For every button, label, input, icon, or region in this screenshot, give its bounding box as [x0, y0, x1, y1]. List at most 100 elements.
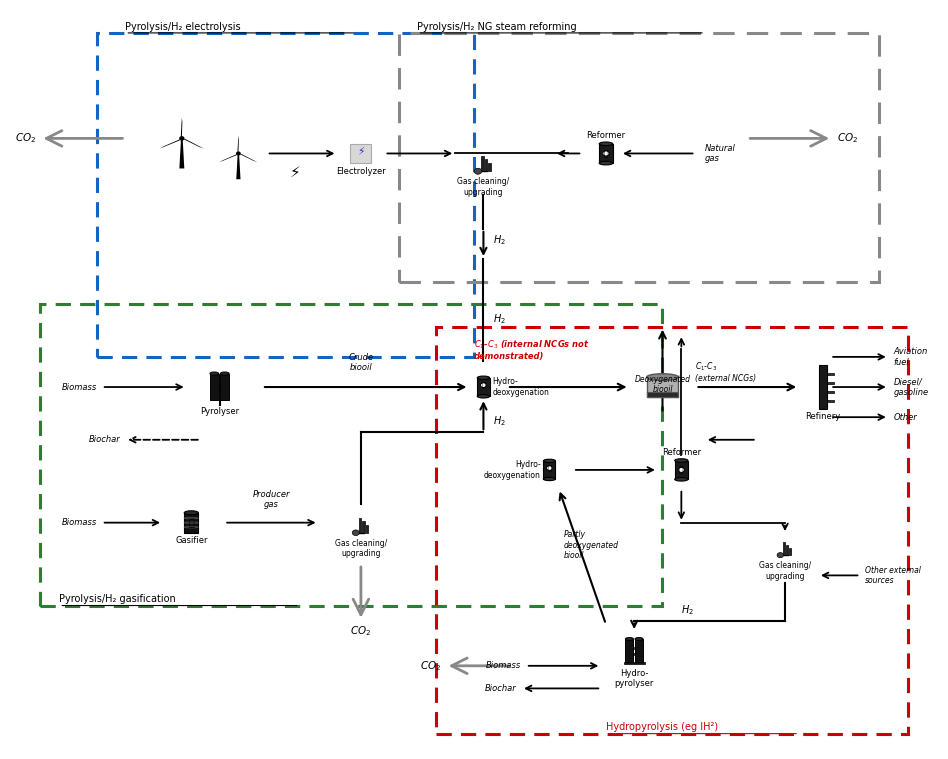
Ellipse shape: [675, 458, 688, 462]
Ellipse shape: [626, 638, 633, 641]
Bar: [210, 383, 228, 385]
Text: $CO_2$: $CO_2$: [14, 131, 36, 145]
Bar: [827, 391, 833, 393]
Bar: [827, 373, 833, 375]
Text: 🔥: 🔥: [189, 518, 194, 528]
Bar: [783, 542, 785, 555]
Circle shape: [481, 383, 486, 388]
Ellipse shape: [599, 162, 612, 165]
Ellipse shape: [675, 477, 688, 481]
Text: Pyrolysis/H₂ electrolysis: Pyrolysis/H₂ electrolysis: [125, 21, 241, 32]
Polygon shape: [179, 138, 184, 168]
Bar: [398, 33, 879, 282]
Text: Reformer: Reformer: [662, 448, 701, 457]
Text: 🔥: 🔥: [547, 465, 552, 471]
Text: $CO_2$: $CO_2$: [350, 625, 372, 638]
Text: Reformer: Reformer: [587, 131, 626, 140]
Text: Producer
gas: Producer gas: [252, 490, 290, 509]
Circle shape: [180, 137, 184, 140]
Text: $H_2$: $H_2$: [493, 414, 505, 428]
Text: $CO_2$: $CO_2$: [420, 659, 441, 672]
Text: Natural
gas: Natural gas: [705, 143, 736, 163]
Bar: [220, 373, 229, 401]
Text: Other: Other: [893, 413, 917, 422]
Bar: [647, 377, 679, 397]
Bar: [477, 378, 489, 396]
Text: $H_2$: $H_2$: [493, 312, 505, 326]
Bar: [647, 392, 679, 397]
Bar: [436, 327, 907, 734]
Bar: [635, 639, 643, 663]
Text: 🔥: 🔥: [482, 382, 485, 389]
Bar: [184, 513, 198, 533]
Text: Gas cleaning/
upgrading: Gas cleaning/ upgrading: [759, 561, 811, 581]
Ellipse shape: [599, 142, 612, 146]
Bar: [624, 662, 645, 663]
Bar: [626, 647, 643, 649]
Text: Biomass: Biomass: [62, 383, 97, 392]
Text: Gasifier: Gasifier: [175, 537, 208, 545]
Bar: [786, 545, 789, 555]
Polygon shape: [182, 138, 204, 149]
Circle shape: [547, 466, 553, 471]
Bar: [97, 33, 474, 357]
Polygon shape: [238, 136, 239, 153]
Ellipse shape: [477, 376, 489, 380]
Bar: [362, 521, 365, 533]
Bar: [827, 382, 833, 384]
Text: Biomass: Biomass: [62, 518, 97, 528]
Ellipse shape: [543, 477, 556, 480]
Text: Gas cleaning/
upgrading: Gas cleaning/ upgrading: [335, 539, 387, 558]
Text: Biochar: Biochar: [89, 435, 120, 444]
Ellipse shape: [647, 373, 679, 380]
Text: Hydro-
deoxygenation: Hydro- deoxygenation: [483, 460, 540, 480]
Text: Refinery: Refinery: [805, 412, 840, 421]
Bar: [41, 304, 663, 606]
Text: Aviation
fuel: Aviation fuel: [893, 347, 928, 367]
Text: ⚡: ⚡: [289, 165, 301, 180]
Text: $C_1$-$C_3$
(external NCGs): $C_1$-$C_3$ (external NCGs): [696, 361, 757, 383]
Text: Biomass: Biomass: [486, 661, 521, 670]
Text: Other external
sources: Other external sources: [866, 565, 921, 585]
Text: Electrolyzer: Electrolyzer: [336, 167, 386, 176]
Polygon shape: [159, 138, 182, 149]
Bar: [626, 639, 633, 663]
Ellipse shape: [477, 395, 489, 398]
Text: Hydropyrolysis (eg IH²): Hydropyrolysis (eg IH²): [606, 723, 718, 732]
Circle shape: [777, 553, 784, 558]
Text: $CO_2$: $CO_2$: [837, 131, 858, 145]
Text: Biochar: Biochar: [484, 684, 517, 693]
Text: Gas cleaning/
upgrading: Gas cleaning/ upgrading: [457, 178, 509, 197]
Bar: [819, 365, 827, 408]
Polygon shape: [219, 153, 238, 162]
Bar: [827, 400, 833, 402]
Bar: [485, 159, 487, 172]
Circle shape: [237, 152, 240, 155]
Text: $H_2$: $H_2$: [493, 233, 505, 247]
Polygon shape: [238, 153, 258, 162]
Bar: [599, 143, 612, 163]
Ellipse shape: [635, 638, 643, 641]
Ellipse shape: [210, 372, 219, 375]
Text: Pyrolysis/H₂ gasification: Pyrolysis/H₂ gasification: [60, 594, 176, 604]
Polygon shape: [236, 153, 241, 179]
Text: $H_2$: $H_2$: [682, 603, 694, 617]
Bar: [543, 461, 556, 479]
Ellipse shape: [220, 372, 229, 375]
Bar: [358, 518, 361, 533]
Text: $C_1$-$C_3$ (internal NCGs not
demonstrated): $C_1$-$C_3$ (internal NCGs not demonstra…: [474, 338, 590, 361]
Text: Partly
deoxygenated
biooil: Partly deoxygenated biooil: [563, 531, 618, 560]
Circle shape: [603, 151, 610, 156]
Ellipse shape: [543, 459, 556, 462]
Bar: [482, 156, 483, 172]
Text: Pyrolysis/H₂ NG steam reforming: Pyrolysis/H₂ NG steam reforming: [417, 21, 577, 32]
Text: 🔥: 🔥: [679, 465, 684, 474]
FancyBboxPatch shape: [351, 143, 372, 163]
Bar: [366, 524, 368, 533]
Bar: [790, 548, 792, 555]
Bar: [675, 461, 688, 480]
Circle shape: [474, 168, 482, 175]
Circle shape: [353, 530, 359, 536]
Text: Deoxygenated
biooil: Deoxygenated biooil: [634, 375, 690, 395]
Ellipse shape: [184, 511, 198, 515]
